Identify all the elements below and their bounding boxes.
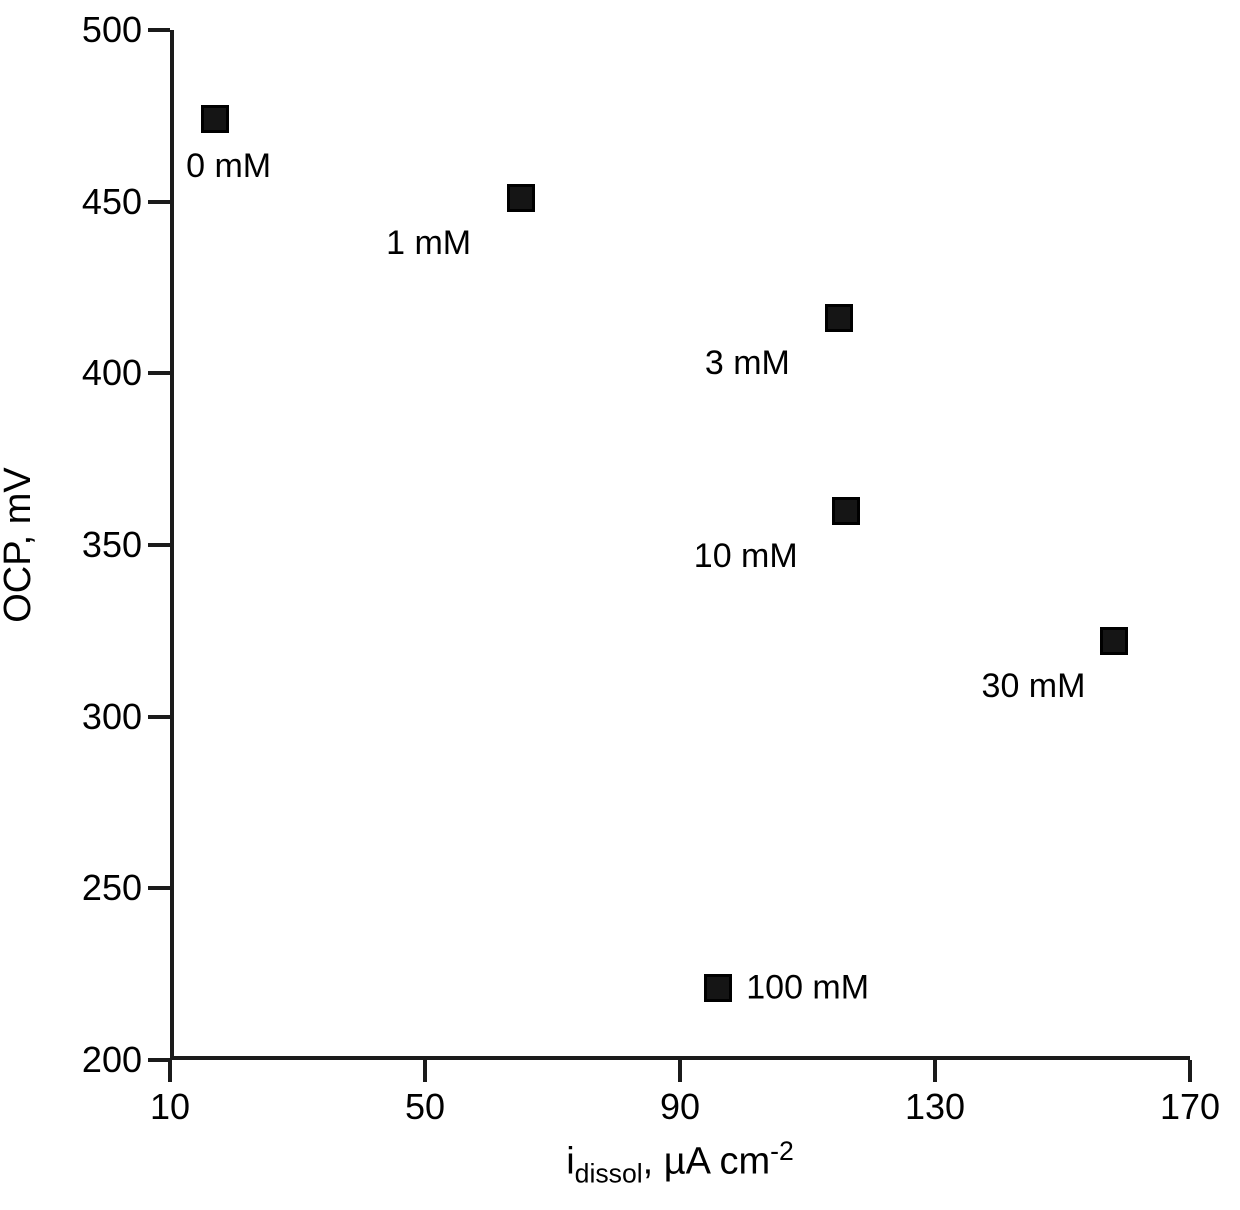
y-tick-label: 250 — [82, 867, 142, 909]
data-point — [507, 184, 535, 212]
x-tick — [933, 1060, 937, 1082]
data-point-label: 100 mM — [746, 968, 869, 1007]
y-tick — [148, 543, 170, 547]
x-tick-label: 10 — [150, 1086, 190, 1128]
x-tick-label: 50 — [405, 1086, 445, 1128]
x-tick — [678, 1060, 682, 1082]
y-tick — [148, 1058, 170, 1062]
x-axis-title: idissol, µA cm-2 — [566, 1136, 794, 1189]
y-tick-label: 300 — [82, 696, 142, 738]
y-tick — [148, 200, 170, 204]
y-tick — [148, 371, 170, 375]
data-point-label: 3 mM — [705, 344, 790, 383]
x-tick-label: 130 — [905, 1086, 965, 1128]
data-point-label: 10 mM — [694, 537, 798, 576]
y-tick — [148, 886, 170, 890]
y-tick-label: 500 — [82, 9, 142, 51]
chart-container: OCP, mV idissol, µA cm-2 10 50 90 130 170 200… — [0, 0, 1240, 1210]
x-tick-label: 90 — [660, 1086, 700, 1128]
data-point — [704, 974, 732, 1002]
data-point — [201, 105, 229, 133]
y-axis-title: OCP, mV — [0, 467, 40, 623]
plot-area — [170, 30, 1190, 1060]
y-tick-label: 450 — [82, 181, 142, 223]
y-tick-label: 400 — [82, 352, 142, 394]
data-point-label: 1 mM — [386, 224, 471, 263]
y-tick — [148, 715, 170, 719]
x-tick — [168, 1060, 172, 1082]
data-point-label: 30 mM — [982, 667, 1086, 706]
y-tick — [148, 28, 170, 32]
data-point — [825, 304, 853, 332]
y-tick-label: 350 — [82, 524, 142, 566]
data-point — [1100, 627, 1128, 655]
x-tick — [1188, 1060, 1192, 1082]
data-point — [832, 497, 860, 525]
x-tick-label: 170 — [1160, 1086, 1220, 1128]
data-point-label: 0 mM — [186, 147, 271, 186]
y-tick-label: 200 — [82, 1039, 142, 1081]
x-tick — [423, 1060, 427, 1082]
